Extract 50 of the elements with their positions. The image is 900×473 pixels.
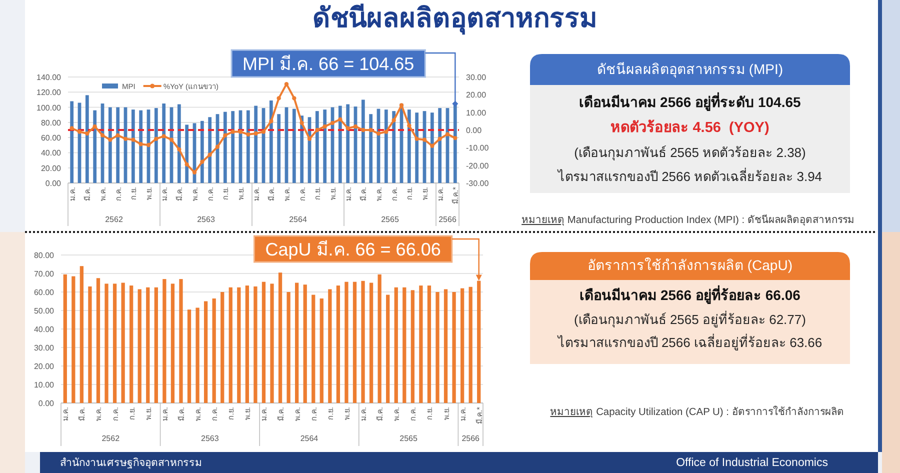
text: อัตราการใช้กำลังการผลิต (CapU) bbox=[587, 257, 793, 273]
y2-tick-label: -20.00 bbox=[466, 161, 490, 170]
y-tick-label: 80.00 bbox=[40, 118, 62, 128]
text: (เดือนกุมภาพันธ์ 2565 อยู่ที่ร้อยละ 62.77) bbox=[574, 311, 806, 328]
y-tick-label: 140.00 bbox=[36, 73, 62, 82]
text: 2564 bbox=[289, 215, 308, 224]
y-tick-label: 60.00 bbox=[40, 134, 62, 143]
text: 2566 bbox=[438, 215, 457, 224]
text: เดือนมีนาคม 2566 อยู่ที่ระดับ 104.65 bbox=[579, 92, 802, 111]
text: หมายเหตุ Capacity Utilization (CAP U) : อัตราการใช้กำลังการผลิต bbox=[550, 406, 844, 418]
text: 2562 bbox=[102, 434, 120, 443]
y-tick-label: 40.00 bbox=[34, 325, 55, 334]
y-tick-label: 80.00 bbox=[34, 251, 55, 260]
text: 2564 bbox=[300, 434, 319, 443]
text: Office of Industrial Economics bbox=[676, 457, 828, 469]
y-tick-label: 10.00 bbox=[34, 380, 55, 390]
annotation: CapU มี.ค. 66 = 66.06 bbox=[265, 239, 441, 260]
y2-tick-label: 10.00 bbox=[466, 108, 487, 118]
text: เดือนมีนาคม 2566 อยู่ที่ร้อยละ 66.06 bbox=[580, 285, 801, 304]
text: ไตรมาสแรกของปี 2566 เฉลี่ยอยู่ที่ร้อยละ 63.66 bbox=[556, 334, 822, 351]
y-tick-label: 40.00 bbox=[40, 148, 62, 158]
text: 2566 bbox=[462, 434, 480, 443]
text: หมายเหตุ Manufacturing Production Index (MPI) : ดัชนีผลผลิตอุตสาหกรรม bbox=[522, 214, 854, 226]
annotation: MPI มี.ค. 66 = 104.65 bbox=[242, 54, 414, 74]
y-tick-label: 20.00 bbox=[40, 164, 62, 173]
text: (เดือนกุมภาพันธ์ 2565 หดตัวร้อยละ 2.38) bbox=[574, 145, 806, 161]
y-tick-label: 0.00 bbox=[38, 399, 55, 408]
y-tick-label: 0.00 bbox=[45, 179, 62, 188]
text: หดตัวร้อยละ 4.56 (YOY) bbox=[610, 119, 770, 136]
y-tick-label: 70.00 bbox=[34, 270, 55, 278]
y2-tick-label: 0.00 bbox=[466, 126, 482, 135]
y-tick-label: 20.00 bbox=[34, 362, 55, 371]
text: ดัชนีผลผลิตอุตสาหกรรม (MPI) bbox=[596, 61, 784, 78]
text: 2563 bbox=[197, 215, 216, 224]
y2-tick-label: 30.00 bbox=[466, 73, 487, 82]
text: 2565 bbox=[400, 434, 418, 443]
y2-tick-label: 20.00 bbox=[466, 90, 487, 100]
y-tick-label: 120.00 bbox=[36, 88, 62, 98]
y-tick-label: 50.00 bbox=[34, 306, 55, 316]
y2-tick-label: -10.00 bbox=[466, 144, 490, 153]
y-tick-label: 30.00 bbox=[34, 344, 55, 352]
y2-tick-label: -30.00 bbox=[466, 179, 490, 188]
text: 2565 bbox=[381, 215, 400, 224]
y-tick-label: 100.00 bbox=[36, 103, 62, 112]
y-tick-label: 60.00 bbox=[34, 288, 55, 297]
chart-title: ดัชนีผลผลิตอุตสาหกรรม bbox=[312, 3, 598, 35]
text: 2562 bbox=[105, 215, 124, 224]
text: 2563 bbox=[201, 434, 220, 443]
text: ไตรมาสแรกของปี 2566 หดตัวเฉลี่ยร้อยละ 3.94 bbox=[556, 168, 822, 184]
text: สำนักงานเศรษฐกิจอุตสาหกรรม bbox=[60, 457, 202, 469]
